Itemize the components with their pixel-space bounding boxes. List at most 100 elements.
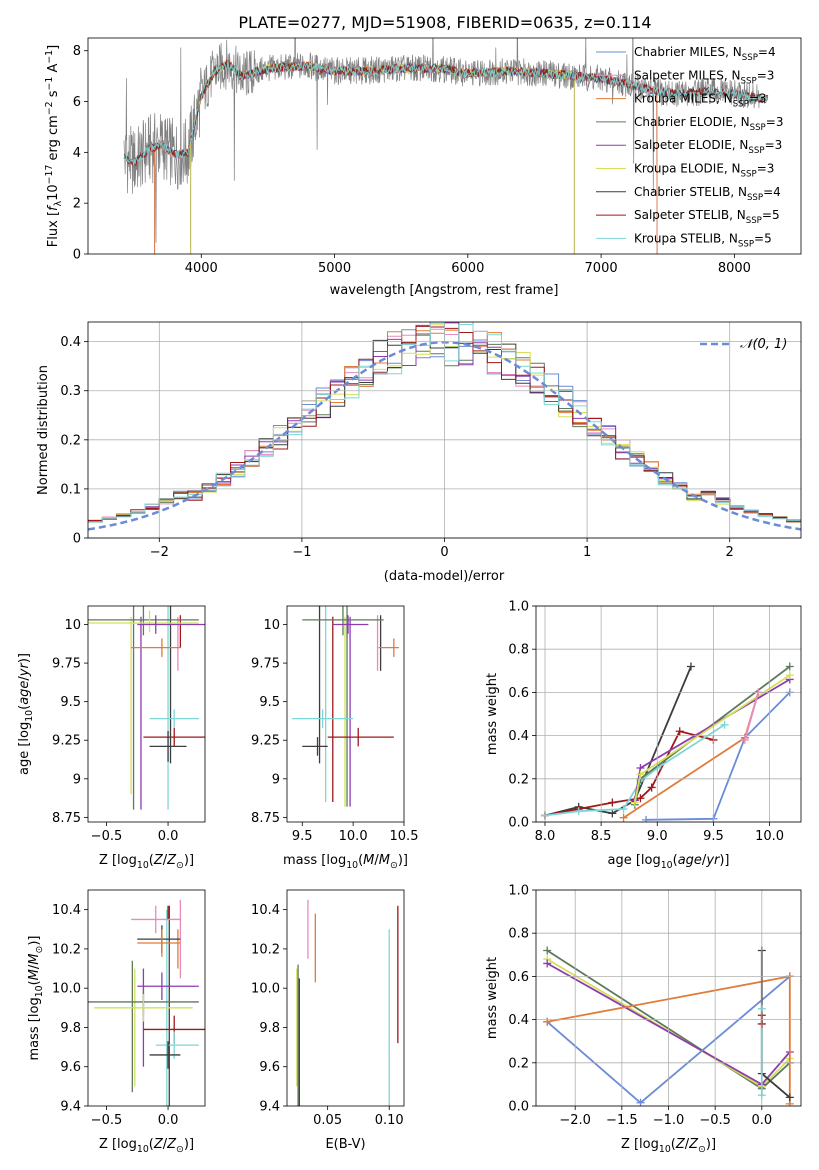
label-part: )] <box>706 1137 716 1152</box>
plot-area-age_vs_Z <box>88 606 205 810</box>
axes-frame <box>87 37 802 255</box>
y-tick-label: 0.1 <box>60 482 81 497</box>
y-tick-label: 0 <box>73 532 81 547</box>
legend-entry: Chabrier ELODIE, NSSP=3 <box>634 115 783 133</box>
y-tick-label: 9.75 <box>52 657 81 672</box>
label-part: Salpeter ELODIE, N <box>634 138 748 152</box>
label-part: Z <box>688 1137 699 1152</box>
label-part: ( <box>17 705 32 710</box>
y-tick-label: 9.5 <box>259 695 280 710</box>
x-axis-label: mass [log10(M/M⊙)] <box>283 853 408 871</box>
label-part: age <box>678 853 702 868</box>
plot-area-spectrum <box>123 38 769 254</box>
legend-entry: Kroupa ELODIE, NSSP=3 <box>634 162 774 180</box>
label-part: / <box>163 1137 168 1152</box>
label-part: 10 <box>137 1144 149 1155</box>
x-tick-label: 8.5 <box>591 829 612 844</box>
weight-marker <box>543 959 552 968</box>
axes-frame <box>286 605 405 823</box>
label-part: s <box>46 90 61 101</box>
legend-entry: Kroupa STELIB, NSSP=5 <box>634 231 772 249</box>
axes-weight_vs_age: 8.0 8.5 9.0 9.5 10.0 0.0 0.2 0.4 0.6 0.8 1.0 age [l… <box>485 600 802 871</box>
label-part: )] <box>184 1137 194 1152</box>
label-part: SSP <box>748 146 764 156</box>
y-tick-label: 9 <box>73 772 81 787</box>
y-tick-label: 9.5 <box>60 695 81 710</box>
x-axis-label: Z [log10(Z/Z⊙)] <box>621 1137 716 1155</box>
x-tick-label: 0.0 <box>158 1113 179 1128</box>
plot-area-age_vs_mass <box>292 606 399 807</box>
plot-area-mass_vs_Z <box>88 899 205 1106</box>
y-tick-label: 10.0 <box>251 982 280 997</box>
label-part: age [log <box>17 722 32 775</box>
y-axis-label: mass weight <box>485 957 500 1039</box>
x-tick-label: −1.5 <box>606 1113 638 1128</box>
y-tick-label: 9.8 <box>60 1021 81 1036</box>
y-tick-label: 9 <box>272 772 280 787</box>
label-part: yr <box>17 661 32 677</box>
y-tick-label: 9.6 <box>60 1060 81 1075</box>
y-tick-label: 9.6 <box>259 1060 280 1075</box>
y-axis-label: Flux [fλ10−17 erg cm−2 s−1 A−1] <box>44 45 64 247</box>
weight-line-salpeter-miles <box>744 692 760 741</box>
label-part: M <box>27 954 42 965</box>
weight-marker <box>686 662 695 671</box>
y-tick-label: 0.3 <box>60 384 81 399</box>
label-part: −1 <box>44 50 55 64</box>
weight-marker <box>642 815 651 822</box>
label-part: Kroupa ELODIE, N <box>634 162 741 176</box>
axes-frame <box>535 889 802 1107</box>
label-part: −17 <box>44 165 55 185</box>
legend-entry: Salpeter STELIB, NSSP=5 <box>634 208 780 226</box>
x-tick-label: −2.0 <box>559 1113 591 1128</box>
x-tick-label: 4000 <box>185 261 218 276</box>
axes-mass_vs_Z: −0.5 0.09.49.69.810.010.210.4Z [log10(Z/Z… <box>27 889 206 1155</box>
y-axis-label: age [log10(age/yr)] <box>17 653 35 775</box>
label-part: Chabrier MILES, N <box>634 45 742 59</box>
y-tick-label: 0.0 <box>508 1100 529 1115</box>
x-tick-label: 10.0 <box>755 829 784 844</box>
label-part: / <box>163 853 168 868</box>
y-tick-label: 0 <box>73 248 81 263</box>
y-tick-label: 8.75 <box>52 811 81 826</box>
label-part: Chabrier STELIB, N <box>634 185 747 199</box>
weight-marker <box>720 720 729 729</box>
y-tick-label: 0.2 <box>508 1056 529 1071</box>
label-part: ( <box>671 1137 676 1152</box>
model-spectrum-salpeter-miles <box>154 60 658 254</box>
label-part: / <box>27 964 42 969</box>
x-tick-label: 7000 <box>585 261 618 276</box>
label-part: Z <box>153 1137 164 1152</box>
label-part: / <box>17 676 32 681</box>
weight-marker <box>647 783 656 792</box>
label-part: Chabrier ELODIE, N <box>634 115 750 129</box>
label-part: Flux [ <box>46 211 61 247</box>
label-part: ⊙ <box>34 946 45 954</box>
x-tick-label: −1 <box>292 545 311 560</box>
label-part: =4 <box>763 185 781 199</box>
label-part: SSP <box>741 76 757 86</box>
label-part: Kroupa STELIB, N <box>634 231 738 245</box>
weight-marker <box>574 807 583 816</box>
legend-entry: Salpeter ELODIE, NSSP=3 <box>634 138 782 156</box>
label-part: age <box>17 681 32 705</box>
weight-line-chabrier-miles <box>645 691 791 821</box>
plot-area-weight_vs_age <box>540 662 794 822</box>
x-axis-label: wavelength [Angstrom, rest frame] <box>330 283 559 298</box>
label-part: )] <box>17 653 32 663</box>
x-tick-label: 0 <box>440 545 448 560</box>
label-part: mass [log <box>283 853 346 868</box>
label-part: 10 <box>346 860 358 871</box>
y-tick-label: 10.4 <box>52 903 81 918</box>
x-axis-label: age [log10(age/yr)] <box>607 853 729 871</box>
x-tick-label: −0.5 <box>91 829 123 844</box>
weight-marker <box>785 1093 794 1102</box>
label-part: age [log <box>607 853 660 868</box>
weight-marker <box>740 735 749 744</box>
weight-marker <box>785 671 794 680</box>
y-tick-label: 0.2 <box>508 772 529 787</box>
x-tick-label: 0.0 <box>751 1113 772 1128</box>
y-tick-label: 0.8 <box>508 927 529 942</box>
